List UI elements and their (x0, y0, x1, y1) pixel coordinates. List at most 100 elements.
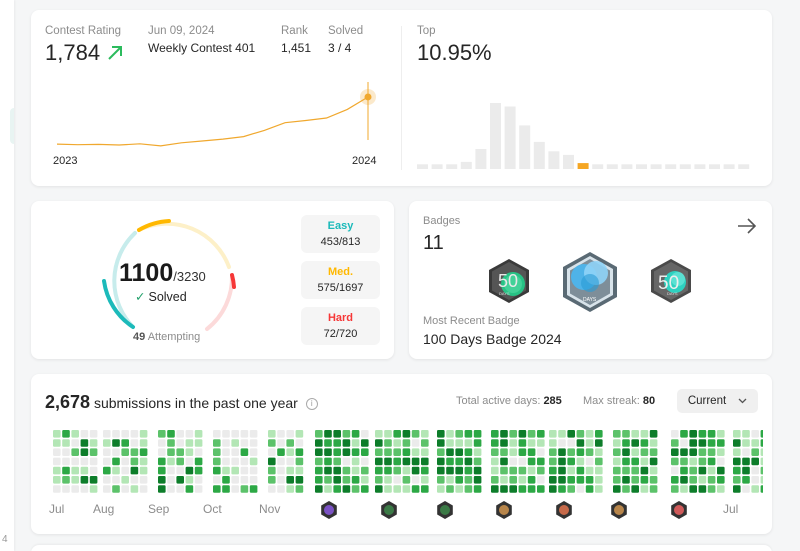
heatmap-cell[interactable] (640, 430, 649, 438)
heatmap-cell[interactable] (527, 466, 536, 475)
heatmap-cell[interactable] (473, 485, 482, 493)
heatmap-cell[interactable] (213, 457, 221, 466)
heatmap-cell[interactable] (717, 485, 725, 493)
heatmap-cell[interactable] (158, 448, 166, 456)
heatmap-cell[interactable] (473, 457, 482, 466)
heatmap-cell[interactable] (671, 466, 679, 475)
heatmap-cell[interactable] (421, 457, 429, 466)
heatmap-cell[interactable] (268, 448, 276, 456)
heatmap-cell[interactable] (680, 476, 688, 484)
heatmap-cell[interactable] (130, 485, 139, 493)
heatmap-cell[interactable] (315, 485, 323, 493)
heatmap-cell[interactable] (286, 439, 294, 447)
heatmap-cell[interactable] (689, 485, 697, 493)
heatmap-cell[interactable] (717, 457, 725, 466)
heatmap-cell[interactable] (411, 466, 420, 475)
heatmap-cell[interactable] (689, 476, 697, 484)
heatmap-cell[interactable] (80, 439, 89, 447)
histogram-bar[interactable] (592, 164, 604, 169)
heatmap-cell[interactable] (558, 448, 566, 456)
heatmap-cell[interactable] (491, 430, 499, 438)
heatmap-cell[interactable] (473, 448, 482, 456)
heatmap-cell[interactable] (249, 448, 258, 456)
heatmap-cell[interactable] (558, 457, 566, 466)
heatmap-cell[interactable] (613, 457, 621, 466)
solved-progress-ring[interactable] (95, 215, 243, 347)
histogram-bar[interactable] (519, 125, 531, 169)
heatmap-cell[interactable] (213, 466, 221, 475)
histogram-bar[interactable] (738, 164, 750, 169)
heatmap-cell[interactable] (375, 457, 383, 466)
heatmap-cell[interactable] (240, 476, 249, 484)
heatmap-cell[interactable] (631, 448, 639, 456)
heatmap-cell[interactable] (437, 466, 445, 475)
100-days-badge-icon[interactable]: DAYS (559, 251, 621, 313)
heatmap-cell[interactable] (167, 466, 175, 475)
heatmap-cell[interactable] (361, 439, 369, 447)
heatmap-cell[interactable] (698, 430, 707, 438)
heatmap-cell[interactable] (437, 457, 445, 466)
heatmap-cell[interactable] (194, 485, 203, 493)
heatmap-cell[interactable] (121, 466, 129, 475)
heatmap-cell[interactable] (464, 485, 473, 493)
heatmap-cell[interactable] (760, 457, 763, 466)
heatmap-cell[interactable] (342, 457, 351, 466)
heatmap-cell[interactable] (760, 448, 763, 456)
heatmap-cell[interactable] (640, 476, 649, 484)
heatmap-cell[interactable] (222, 430, 230, 438)
heatmap-cell[interactable] (622, 476, 630, 484)
heatmap-cell[interactable] (537, 476, 545, 484)
heatmap-cell[interactable] (112, 457, 120, 466)
heatmap-cell[interactable] (112, 439, 120, 447)
heatmap-cell[interactable] (595, 485, 603, 493)
heatmap-cell[interactable] (342, 476, 351, 484)
heatmap-cell[interactable] (631, 457, 639, 466)
heatmap-cell[interactable] (421, 485, 429, 493)
heatmap-cell[interactable] (558, 439, 566, 447)
heatmap-cell[interactable] (89, 448, 98, 456)
heatmap-cell[interactable] (473, 430, 482, 438)
heatmap-cell[interactable] (491, 439, 499, 447)
heatmap-cell[interactable] (121, 457, 129, 466)
heatmap-cell[interactable] (671, 457, 679, 466)
heatmap-cell[interactable] (558, 485, 566, 493)
info-icon[interactable]: i (305, 398, 318, 411)
heatmap-cell[interactable] (689, 439, 697, 447)
heatmap-cell[interactable] (361, 448, 369, 456)
heatmap-cell[interactable] (640, 439, 649, 447)
heatmap-cell[interactable] (167, 430, 175, 438)
heatmap-cell[interactable] (527, 476, 536, 484)
heatmap-cell[interactable] (455, 457, 463, 466)
heatmap-cell[interactable] (707, 485, 716, 493)
heatmap-cell[interactable] (613, 476, 621, 484)
heatmap-cell[interactable] (103, 430, 111, 438)
histogram-bar[interactable] (650, 164, 662, 169)
heatmap-cell[interactable] (80, 457, 89, 466)
heatmap-cell[interactable] (342, 439, 351, 447)
heatmap-cell[interactable] (455, 466, 463, 475)
heatmap-cell[interactable] (384, 457, 392, 466)
heatmap-cell[interactable] (277, 457, 285, 466)
difficulty-medium[interactable]: Med. 575/1697 (301, 261, 380, 299)
heatmap-cell[interactable] (649, 476, 658, 484)
heatmap-cell[interactable] (112, 476, 120, 484)
heatmap-cell[interactable] (717, 466, 725, 475)
heatmap-cell[interactable] (421, 448, 429, 456)
heatmap-cell[interactable] (595, 476, 603, 484)
heatmap-cell[interactable] (130, 476, 139, 484)
heatmap-cell[interactable] (158, 476, 166, 484)
heatmap-cell[interactable] (351, 457, 360, 466)
heatmap-cell[interactable] (402, 457, 411, 466)
heatmap-cell[interactable] (167, 439, 175, 447)
heatmap-cell[interactable] (751, 430, 759, 438)
heatmap-cell[interactable] (549, 457, 557, 466)
heatmap-cell[interactable] (375, 448, 383, 456)
heatmap-cell[interactable] (342, 430, 351, 438)
heatmap-cell[interactable] (742, 448, 750, 456)
heatmap-cell[interactable] (751, 476, 759, 484)
heatmap-cell[interactable] (393, 476, 401, 484)
heatmap-cell[interactable] (649, 430, 658, 438)
heatmap-cell[interactable] (53, 448, 61, 456)
heatmap-cell[interactable] (402, 439, 411, 447)
heatmap-cell[interactable] (361, 476, 369, 484)
